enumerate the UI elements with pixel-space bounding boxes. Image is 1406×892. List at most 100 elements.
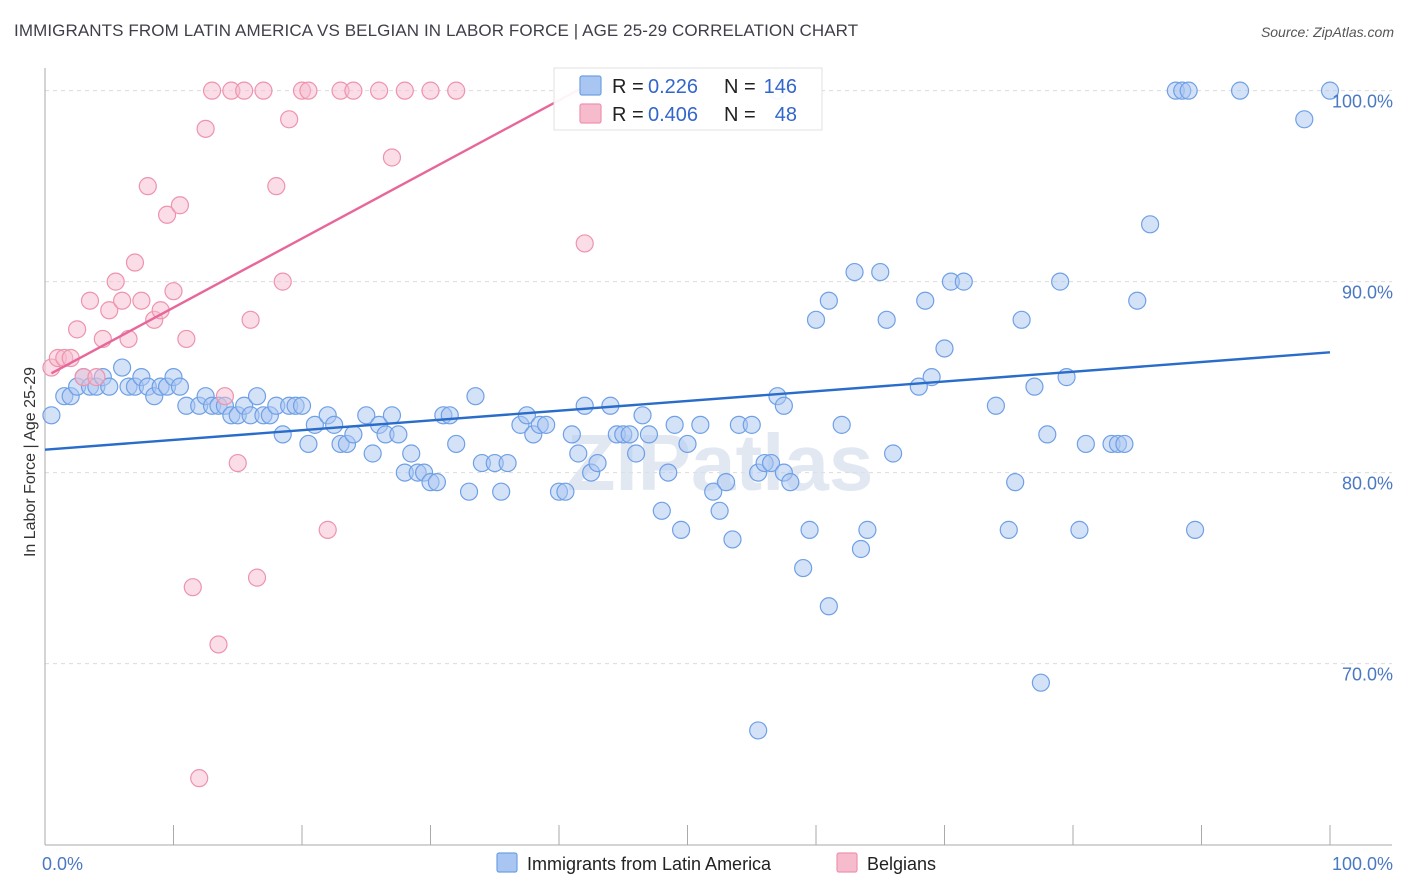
chart-title: IMMIGRANTS FROM LATIN AMERICA VS BELGIAN…: [14, 21, 859, 40]
source-label: Source: ZipAtlas.com: [1260, 24, 1394, 40]
point-immigrants-120: [954, 272, 973, 291]
point-immigrants-128: [1051, 272, 1070, 291]
point-immigrants-58: [447, 434, 466, 454]
point-immigrants-37: [299, 434, 318, 454]
point-belgians-39: [318, 520, 337, 539]
point-immigrants-142: [1295, 110, 1314, 129]
point-belgians-21: [177, 329, 196, 349]
point-immigrants-0: [42, 406, 61, 425]
point-immigrants-109: [845, 262, 864, 282]
point-immigrants-40: [325, 415, 344, 434]
point-immigrants-116: [916, 291, 935, 310]
point-immigrants-48: [382, 406, 402, 425]
point-immigrants-63: [492, 482, 511, 501]
point-immigrants-72: [562, 425, 581, 444]
series-immigrants-points: [42, 81, 1340, 740]
point-immigrants-112: [871, 262, 890, 282]
point-belgians-30: [235, 81, 254, 100]
point-immigrants-88: [678, 434, 697, 454]
point-immigrants-59: [459, 482, 479, 501]
point-immigrants-135: [1128, 291, 1147, 310]
point-immigrants-107: [819, 597, 838, 616]
point-belgians-47: [575, 234, 594, 253]
y-tick-label-70: 70.0%: [1342, 665, 1393, 685]
point-belgians-44: [395, 81, 414, 100]
point-immigrants-55: [427, 473, 447, 492]
point-immigrants-111: [858, 520, 877, 539]
point-immigrants-66: [517, 406, 536, 425]
point-immigrants-84: [652, 501, 671, 520]
point-immigrants-64: [498, 453, 517, 473]
point-immigrants-80: [620, 425, 639, 444]
point-belgians-14: [132, 291, 151, 310]
point-immigrants-143: [1320, 81, 1340, 100]
point-belgians-27: [215, 387, 234, 406]
point-immigrants-85: [659, 463, 678, 482]
point-belgians-18: [157, 205, 177, 224]
point-immigrants-44: [357, 406, 376, 425]
point-belgians-20: [170, 196, 190, 215]
point-belgians-31: [241, 310, 260, 329]
point-belgians-43: [382, 148, 402, 167]
stats-legend: R = 0.226 N = 146 R = 0.406 N = 48: [553, 67, 823, 131]
point-immigrants-91: [710, 501, 729, 520]
legend-r-value-1: 0.406: [648, 104, 698, 126]
x-tick-labels: 0.0% 100.0%: [42, 854, 1393, 874]
point-immigrants-100: [774, 396, 793, 415]
point-belgians-11: [112, 291, 132, 310]
point-immigrants-69: [537, 415, 556, 434]
point-belgians-41: [344, 81, 363, 100]
trend-lines: [44, 81, 1331, 451]
point-belgians-42: [370, 81, 389, 100]
point-belgians-38: [299, 81, 318, 100]
point-immigrants-124: [1012, 310, 1031, 329]
bottom-legend-swatch-0: [496, 852, 518, 873]
point-immigrants-121: [986, 396, 1006, 415]
point-belgians-23: [190, 769, 209, 788]
point-belgians-6: [80, 291, 100, 310]
y-tick-label-80: 80.0%: [1342, 474, 1393, 494]
bottom-legend-label-1: Belgians: [867, 854, 936, 874]
point-belgians-46: [447, 81, 466, 100]
point-immigrants-108: [832, 415, 851, 434]
legend-r-value-0: 0.226: [648, 76, 698, 98]
point-immigrants-118: [935, 339, 954, 358]
point-belgians-26: [209, 635, 228, 654]
point-belgians-10: [106, 272, 125, 291]
point-belgians-9: [100, 301, 119, 320]
point-immigrants-74: [575, 396, 594, 415]
point-immigrants-110: [851, 539, 871, 559]
point-immigrants-33: [273, 425, 292, 444]
point-immigrants-83: [639, 425, 659, 444]
point-immigrants-93: [723, 530, 742, 549]
y-tick-label-100: 100.0%: [1332, 92, 1393, 112]
point-belgians-7: [87, 368, 106, 387]
point-immigrants-127: [1038, 425, 1057, 444]
point-belgians-45: [421, 81, 440, 100]
point-immigrants-102: [781, 473, 800, 492]
point-belgians-22: [183, 578, 202, 597]
series-belgians-points: [42, 81, 594, 788]
bottom-legend-label-0: Immigrants from Latin America: [527, 854, 772, 874]
point-belgians-25: [202, 81, 222, 100]
point-immigrants-98: [761, 453, 781, 473]
point-immigrants-106: [819, 291, 838, 310]
point-immigrants-89: [691, 415, 710, 434]
axes: [44, 68, 1392, 846]
gridlines: [45, 90, 1392, 665]
point-immigrants-49: [389, 425, 408, 444]
point-immigrants-131: [1076, 434, 1095, 454]
point-immigrants-144: [749, 721, 768, 740]
point-immigrants-81: [626, 444, 646, 463]
point-immigrants-134: [1115, 434, 1134, 454]
point-immigrants-141: [1230, 81, 1250, 100]
point-immigrants-90: [704, 482, 723, 501]
trend-line-belgians: [50, 81, 592, 375]
legend-n-value-0: 146: [764, 76, 797, 98]
point-belgians-35: [273, 272, 292, 291]
legend-swatch-1: [579, 103, 602, 124]
point-immigrants-36: [292, 396, 312, 415]
point-immigrants-43: [344, 425, 363, 444]
point-immigrants-136: [1140, 215, 1160, 234]
point-immigrants-76: [588, 453, 607, 473]
